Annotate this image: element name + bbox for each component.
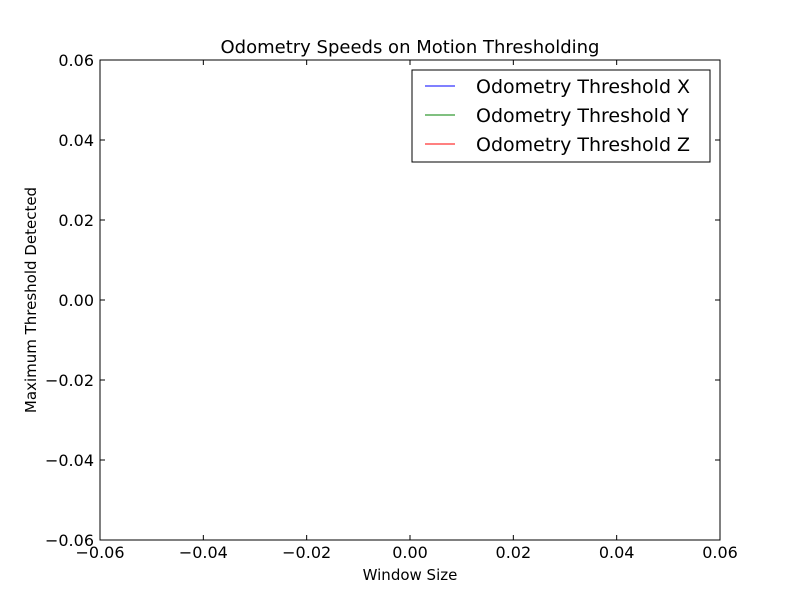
y-tick-label: 0.00 (58, 291, 94, 310)
y-tick-label: 0.02 (58, 211, 94, 230)
y-axis-label: Maximum Threshold Detected (22, 187, 40, 413)
x-tick-label: 0.06 (702, 543, 738, 562)
x-tick-label: 0.04 (599, 543, 635, 562)
x-tick-label: 0.02 (496, 543, 532, 562)
legend: Odometry Threshold X Odometry Threshold Y… (411, 69, 711, 163)
y-tick-label: −0.04 (45, 451, 94, 470)
x-axis-label: Window Size (363, 566, 458, 584)
y-tick-label: −0.06 (45, 531, 94, 550)
y-tick-label: 0.06 (58, 51, 94, 70)
x-tick-label: −0.04 (179, 543, 228, 562)
x-tick-label: −0.06 (75, 543, 124, 562)
chart-title: Odometry Speeds on Motion Thresholding (220, 37, 599, 58)
legend-label-3: Odometry Threshold Z (476, 134, 690, 156)
y-axis-ticks: −0.06 −0.04 −0.02 0.00 0.02 0.04 0.06 (45, 51, 720, 550)
legend-label-1: Odometry Threshold X (476, 76, 690, 98)
y-tick-label: −0.02 (45, 371, 94, 390)
legend-box (411, 69, 711, 163)
x-tick-label: −0.02 (282, 543, 331, 562)
legend-label-2: Odometry Threshold Y (476, 105, 689, 127)
x-axis-ticks: −0.06 −0.04 −0.02 0.00 0.02 0.04 0.06 (75, 60, 738, 562)
x-tick-label: 0.00 (392, 543, 428, 562)
y-tick-label: 0.04 (58, 131, 94, 150)
